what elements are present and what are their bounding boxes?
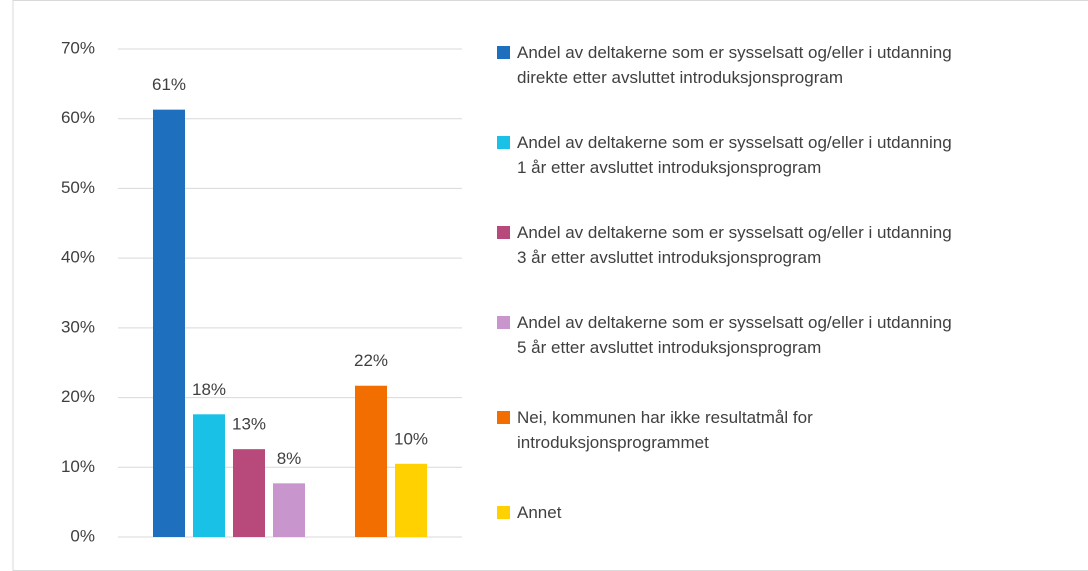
legend-swatch: [497, 316, 510, 329]
legend-item: Andel av deltakerne som er sysselsatt og…: [495, 220, 952, 270]
bar: [193, 414, 225, 537]
legend-label: Nei, kommunen har ikke resultatmål for i…: [517, 408, 813, 452]
legend-label: Annet: [517, 503, 562, 522]
legend-item: Nei, kommunen har ikke resultatmål for i…: [495, 405, 813, 455]
y-tick-label: 20%: [61, 387, 95, 406]
legend-item: Andel av deltakerne som er sysselsatt og…: [495, 130, 952, 180]
y-tick-label: 0%: [70, 526, 95, 545]
data-label: 13%: [232, 415, 266, 434]
bar: [233, 449, 265, 537]
legend-label: Andel av deltakerne som er sysselsatt og…: [517, 223, 952, 267]
data-label: 61%: [152, 75, 186, 94]
legend-swatch: [497, 506, 510, 519]
bar: [355, 385, 387, 537]
data-label: 8%: [277, 449, 302, 468]
data-label: 22%: [354, 351, 388, 370]
legend-label: Andel av deltakerne som er sysselsatt og…: [517, 133, 952, 177]
y-tick-label: 50%: [61, 178, 95, 197]
legend-swatch: [497, 46, 510, 59]
bar: [153, 109, 185, 537]
data-label: 10%: [394, 429, 428, 448]
legend-item: Annet: [495, 500, 561, 525]
data-label: 18%: [192, 380, 226, 399]
legend-item: Andel av deltakerne som er sysselsatt og…: [495, 310, 952, 360]
y-tick-label: 40%: [61, 248, 95, 267]
bar: [273, 483, 305, 537]
y-tick-label: 30%: [61, 317, 95, 336]
legend-swatch: [497, 136, 510, 149]
legend-swatch: [497, 226, 510, 239]
bar: [395, 463, 427, 537]
y-tick-label: 10%: [61, 457, 95, 476]
y-tick-label: 60%: [61, 108, 95, 127]
legend-label: Andel av deltakerne som er sysselsatt og…: [517, 313, 952, 357]
legend-label: Andel av deltakerne som er sysselsatt og…: [517, 43, 952, 87]
legend-item: Andel av deltakerne som er sysselsatt og…: [495, 40, 952, 90]
legend-swatch: [497, 411, 510, 424]
y-tick-label: 70%: [61, 38, 95, 57]
